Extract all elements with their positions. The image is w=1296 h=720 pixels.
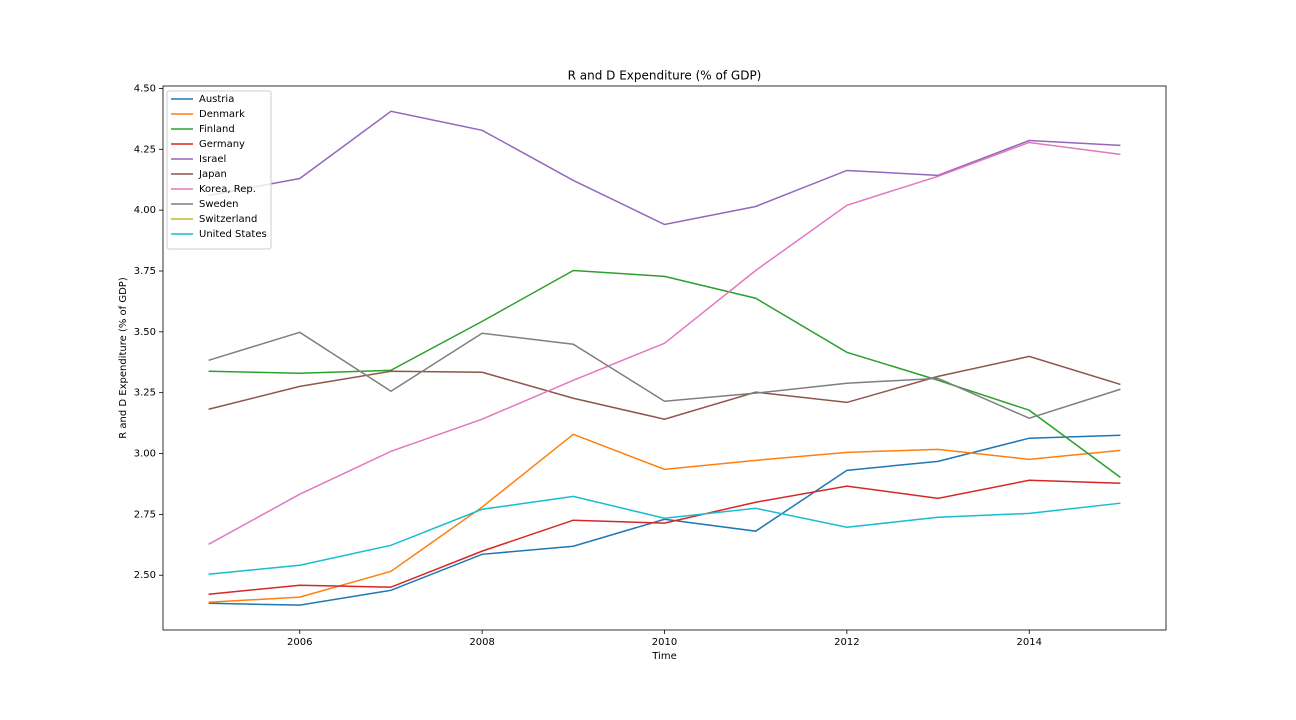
legend-label: Switzerland xyxy=(199,214,257,225)
chart-title: R and D Expenditure (% of GDP) xyxy=(568,69,762,83)
legend-label: Japan xyxy=(198,169,227,180)
legend-box xyxy=(166,90,272,250)
y-tick-label: 2.50 xyxy=(134,570,156,581)
y-tick-label: 4.25 xyxy=(134,144,156,155)
series-line xyxy=(208,355,1121,420)
y-tick-label: 3.25 xyxy=(134,388,156,399)
plot-frame xyxy=(162,85,1167,631)
x-axis-label: Time xyxy=(651,651,676,662)
y-tick-label: 4.00 xyxy=(134,205,156,216)
series-line xyxy=(208,433,1121,604)
legend-label: United States xyxy=(199,229,267,240)
series-line xyxy=(208,141,1121,545)
legend-label: Korea, Rep. xyxy=(199,184,256,195)
series-line xyxy=(208,110,1121,226)
series-line xyxy=(208,495,1121,576)
x-tick-label: 2012 xyxy=(834,637,859,648)
y-axis-label: R and D Expenditure (% of GDP) xyxy=(118,277,129,439)
x-tick-label: 2014 xyxy=(1017,637,1042,648)
y-tick-label: 3.50 xyxy=(134,327,156,338)
series-line xyxy=(208,331,1121,420)
legend-label: Finland xyxy=(199,124,235,135)
x-tick-label: 2006 xyxy=(287,637,312,648)
x-tick-label: 2010 xyxy=(652,637,677,648)
y-tick-label: 2.75 xyxy=(134,509,156,520)
legend-label: Israel xyxy=(199,154,226,165)
y-tick-label: 3.75 xyxy=(134,266,156,277)
y-tick-label: 3.00 xyxy=(134,449,156,460)
legend-label: Germany xyxy=(199,139,245,150)
series-line xyxy=(208,434,1121,606)
legend-label: Denmark xyxy=(199,109,245,120)
y-tick-label: 4.50 xyxy=(134,83,156,94)
legend-label: Austria xyxy=(199,94,234,105)
series-line xyxy=(208,479,1121,595)
legend-label: Sweden xyxy=(199,199,239,210)
x-tick-label: 2008 xyxy=(469,637,494,648)
